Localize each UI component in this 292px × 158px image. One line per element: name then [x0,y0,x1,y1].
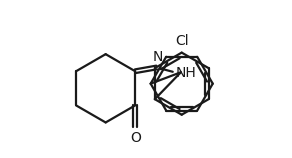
Text: Cl: Cl [176,34,189,48]
Text: NH: NH [175,66,196,80]
Text: O: O [130,131,141,145]
Text: N: N [152,50,163,64]
